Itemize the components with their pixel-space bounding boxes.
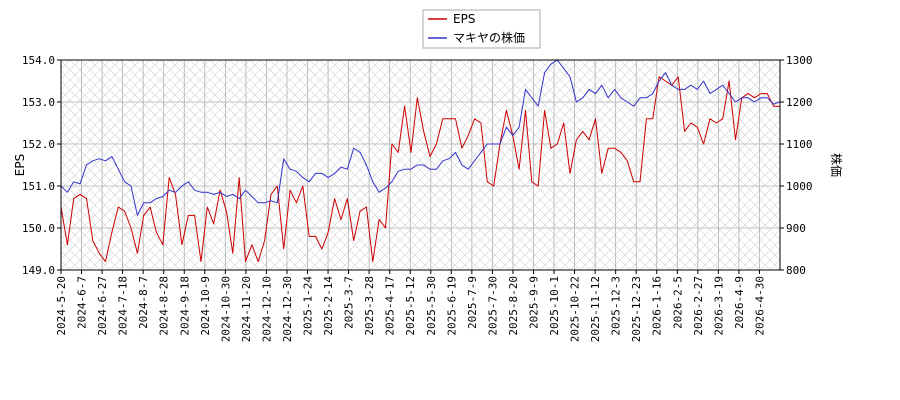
left-tick-label: 150.0 [22,222,55,235]
x-tick-label: 2025-12-3 [610,276,623,336]
x-tick-label: 2026-4-30 [753,276,766,336]
x-tick-label: 2024-12-30 [281,276,294,342]
legend-box [422,9,541,49]
legend: EPS マキヤの株価 [422,9,541,49]
x-tick-label: 2024-6-27 [96,276,109,336]
left-tick-label: 151.0 [22,180,55,193]
x-tick-label: 2025-3-28 [363,276,376,336]
x-tick-label: 2025-4-17 [384,276,397,336]
x-tick-label: 2026-4-9 [733,276,746,329]
x-tick-label: 2025-9-9 [527,276,540,329]
right-tick-label: 900 [786,222,806,235]
right-tick-label: 1200 [786,96,813,109]
x-tick-label: 2024-12-10 [260,276,273,342]
x-tick-label: 2025-6-19 [445,276,458,336]
x-tick-label: 2025-7-9 [466,276,479,329]
x-tick-label: 2024-9-18 [178,276,191,336]
x-tick-label: 2024-7-18 [117,276,130,336]
left-tick-label: 153.0 [22,96,55,109]
left-axis-title: EPS [13,154,27,176]
x-tick-label: 2025-1-24 [302,276,315,336]
x-tick-label: 2025-8-20 [507,276,520,336]
x-tick-label: 2025-5-30 [425,276,438,336]
right-tick-label: 1100 [786,138,813,151]
x-tick-label: 2025-10-22 [569,276,582,342]
x-tick-label: 2024-5-20 [55,276,68,336]
legend-label-stock: マキヤの株価 [453,30,525,45]
right-axis: 800 900 1000 1100 1200 1300 [780,54,813,277]
series-line-stock-price [61,60,780,216]
x-tick-label: 2025-12-23 [630,276,643,342]
x-tick-label: 2024-6-7 [76,276,89,329]
right-axis-title: 株価 [829,153,844,177]
left-axis: 149.0 150.0 151.0 152.0 153.0 154.0 [22,54,61,277]
legend-label-eps: EPS [453,12,475,26]
left-tick-label: 154.0 [22,54,55,67]
right-tick-label: 1000 [786,180,813,193]
x-tick-label: 2026-2-5 [671,276,684,329]
x-tick-label: 2025-5-12 [404,276,417,336]
x-tick-label: 2024-10-30 [219,276,232,342]
x-tick-label: 2025-11-12 [589,276,602,342]
x-tick-label: 2026-3-19 [712,276,725,336]
x-tick-label: 2025-2-14 [322,276,335,336]
x-tick-label: 2026-2-27 [692,276,705,336]
x-tick-label: 2024-10-9 [199,276,212,336]
series-line-eps [61,76,780,263]
right-tick-label: 800 [786,264,806,277]
grid [60,59,780,271]
x-tick-label: 2025-10-1 [548,276,561,336]
x-tick-label: 2026-1-16 [651,276,664,336]
left-tick-label: 152.0 [22,138,55,151]
plot-frame [60,59,781,271]
left-tick-label: 149.0 [22,264,55,277]
x-tick-label: 2024-11-20 [240,276,253,342]
x-tick-label: 2024-8-28 [158,276,171,336]
right-tick-label: 1300 [786,54,813,67]
series-layer [61,60,780,263]
x-tick-label: 2025-3-7 [343,276,356,329]
x-tick-label: 2024-8-7 [137,276,150,329]
x-axis: 2024-5-20 2024-6-7 2024-6-27 2024-7-18 2024-… [55,270,766,342]
x-tick-label: 2025-7-30 [486,276,499,336]
